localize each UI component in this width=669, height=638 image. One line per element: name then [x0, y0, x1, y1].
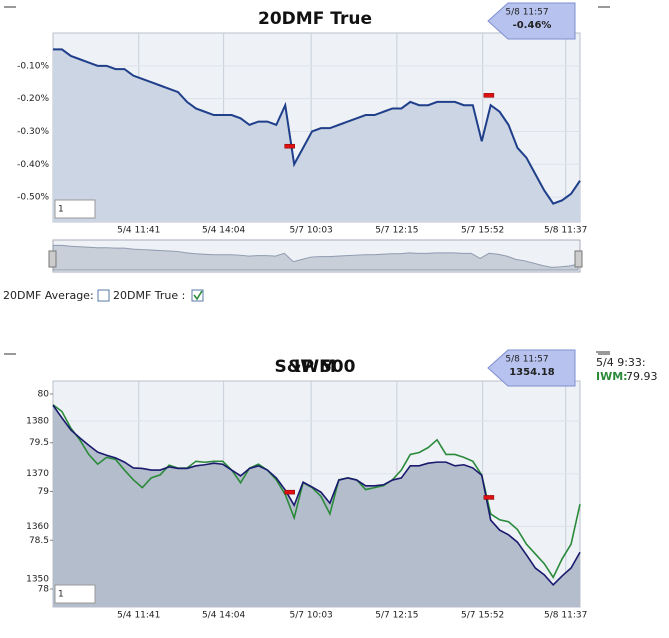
x-tick-label: 5/8 11:37 — [544, 226, 587, 236]
control-label: 20DMF Average: — [3, 289, 94, 302]
panel-label: IWM: — [596, 370, 628, 383]
chart-1: 5/4 11:41 5/4 14:04 5/7 10:03 5/7 12:15 5/7 … — [17, 2, 587, 236]
checkmark — [193, 290, 203, 301]
checkbox[interactable] — [97, 289, 110, 302]
marker — [483, 93, 495, 98]
navigator-area — [52, 244, 579, 271]
navigator-series — [52, 244, 579, 271]
x-tick-label: 5/7 12:15 — [375, 611, 418, 621]
y-tick-label: -0.50% — [17, 193, 49, 203]
y2-tick-label: 79.5 — [29, 438, 49, 448]
x-tick-label: 5/7 10:03 — [289, 611, 332, 621]
x-tick-label: 5/7 15:52 — [461, 611, 504, 621]
marker — [483, 495, 495, 500]
panel-time: 5/4 9:33: — [596, 356, 646, 369]
marker — [284, 143, 295, 149]
x-tick-label: 5/7 15:52 — [461, 226, 504, 236]
line — [52, 404, 581, 587]
x-tick-label: 5/4 14:04 — [202, 611, 246, 621]
x-tick-label: 5/7 10:03 — [289, 226, 332, 236]
x-tick-label: 5/4 11:41 — [117, 611, 160, 621]
range-input-text: 1 — [58, 205, 64, 215]
nav-handle[interactable] — [574, 250, 583, 268]
range-input[interactable] — [54, 584, 96, 604]
y-tick-label: -0.10% — [17, 61, 49, 71]
y2-tick-label: 80 — [38, 389, 50, 399]
panel-value: 79.93 — [626, 370, 658, 383]
tooltip — [487, 2, 576, 40]
tooltip-time: 5/8 11:57 — [505, 355, 548, 365]
y2-tick-label: 78 — [38, 585, 50, 595]
y-tick-label: 1350 — [26, 575, 49, 585]
tooltip-value: -0.46% — [513, 20, 552, 31]
series-title: IWM — [294, 357, 336, 377]
x-tick-label: 5/8 11:37 — [544, 611, 587, 621]
area — [53, 49, 580, 222]
tooltip-time: 5/8 11:57 — [505, 8, 548, 18]
tooltip — [487, 349, 576, 387]
tooltip-value: 1354.18 — [509, 367, 555, 378]
line — [53, 48, 581, 205]
x-tick-label: 5/4 14:04 — [202, 226, 246, 236]
area — [53, 405, 580, 607]
y-tick-label: -0.30% — [17, 127, 49, 137]
x-tick-label: 5/4 11:41 — [117, 226, 160, 236]
y-tick-label: 1360 — [26, 522, 49, 532]
chart-title: 20DMF True — [258, 9, 372, 29]
x-tick-label: 5/7 12:15 — [375, 226, 418, 236]
y2-tick-label: 78.5 — [29, 536, 49, 546]
series-title: S&P 500 — [275, 357, 356, 377]
line — [52, 404, 581, 579]
nav-handle[interactable] — [48, 250, 57, 268]
y-tick-label: 1380 — [26, 417, 49, 427]
checkbox[interactable] — [191, 289, 204, 302]
control-label: 20DMF True : — [113, 289, 185, 302]
y-tick-label: -0.40% — [17, 160, 49, 170]
range-input-text: 1 — [58, 590, 64, 600]
chart-2: 5/4 11:41 5/4 14:04 5/7 10:03 5/7 12:15 5/7 … — [26, 349, 587, 621]
y-tick-label: -0.20% — [17, 94, 49, 104]
range-input[interactable] — [54, 199, 96, 219]
marker — [284, 489, 295, 495]
y2-tick-label: 79 — [38, 487, 50, 497]
y-tick-label: 1370 — [26, 469, 49, 479]
